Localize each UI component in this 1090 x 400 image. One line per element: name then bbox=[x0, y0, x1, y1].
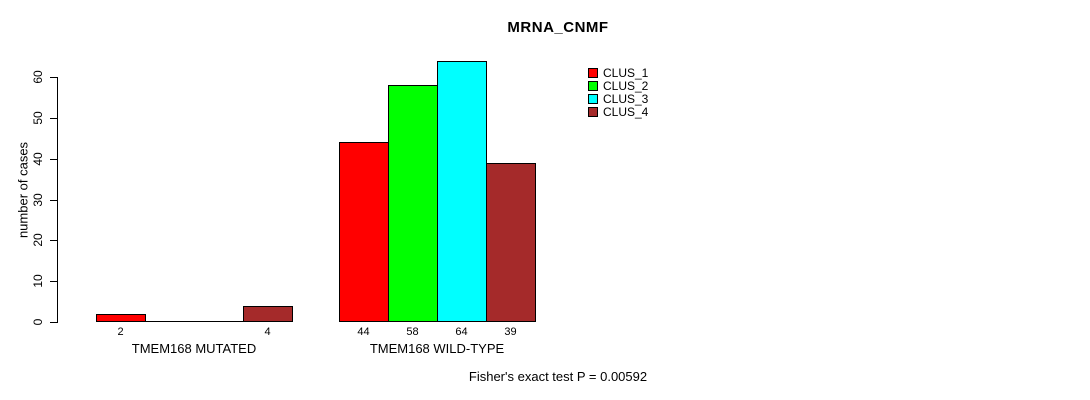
y-tick-label: 60 bbox=[31, 70, 45, 84]
bar-clus_2 bbox=[388, 85, 438, 322]
bar-value-label: 58 bbox=[406, 326, 419, 338]
zero-height-bar-clus_3 bbox=[194, 321, 244, 322]
bar-clus_3 bbox=[437, 61, 487, 322]
fisher-test-annotation: Fisher's exact test P = 0.00592 bbox=[468, 369, 648, 384]
legend-swatch-clus_1 bbox=[588, 67, 598, 78]
legend-row: CLUS_2 bbox=[588, 78, 649, 93]
bar-value-label: 44 bbox=[357, 326, 370, 338]
legend-label: CLUS_1 bbox=[603, 65, 649, 80]
legend: CLUS_1 CLUS_2 CLUS_3 CLUS_4 bbox=[588, 65, 649, 119]
bar-value-label: 4 bbox=[264, 326, 271, 338]
bar-value-label: 64 bbox=[455, 326, 468, 338]
bar-value-label: 39 bbox=[504, 326, 517, 338]
y-tick bbox=[50, 118, 57, 119]
y-tick-label: 50 bbox=[31, 111, 45, 125]
zero-height-bar-clus_2 bbox=[145, 321, 195, 322]
legend-row: CLUS_1 bbox=[588, 65, 649, 80]
bar-clus_1 bbox=[339, 142, 389, 322]
y-tick bbox=[50, 240, 57, 241]
bar-clus_4 bbox=[243, 306, 293, 322]
y-tick bbox=[50, 77, 57, 78]
group-label: TMEM168 WILD-TYPE bbox=[369, 341, 505, 356]
legend-row: CLUS_4 bbox=[588, 104, 649, 119]
y-tick bbox=[50, 281, 57, 282]
legend-label: CLUS_4 bbox=[603, 104, 649, 119]
group-label: TMEM168 MUTATED bbox=[131, 341, 257, 356]
y-tick-label: 30 bbox=[31, 193, 45, 207]
legend-row: CLUS_3 bbox=[588, 91, 649, 106]
y-axis-line bbox=[57, 77, 58, 323]
bar-clus_1 bbox=[96, 314, 146, 322]
legend-label: CLUS_2 bbox=[603, 78, 649, 93]
y-tick-label: 20 bbox=[31, 233, 45, 247]
bar-value-label: 2 bbox=[117, 326, 124, 338]
legend-swatch-clus_3 bbox=[588, 93, 598, 104]
legend-swatch-clus_4 bbox=[588, 106, 598, 117]
y-tick-label: 40 bbox=[31, 152, 45, 166]
bar-clus_4 bbox=[486, 163, 536, 322]
chart-title: MRNA_CNMF bbox=[507, 19, 609, 36]
y-tick bbox=[50, 159, 57, 160]
y-tick bbox=[50, 200, 57, 201]
y-tick-label: 10 bbox=[31, 274, 45, 288]
y-tick-label: 0 bbox=[31, 318, 45, 326]
y-axis-label: number of cases bbox=[15, 141, 31, 239]
y-tick bbox=[50, 322, 57, 323]
legend-swatch-clus_2 bbox=[588, 80, 598, 91]
legend-label: CLUS_3 bbox=[603, 91, 649, 106]
